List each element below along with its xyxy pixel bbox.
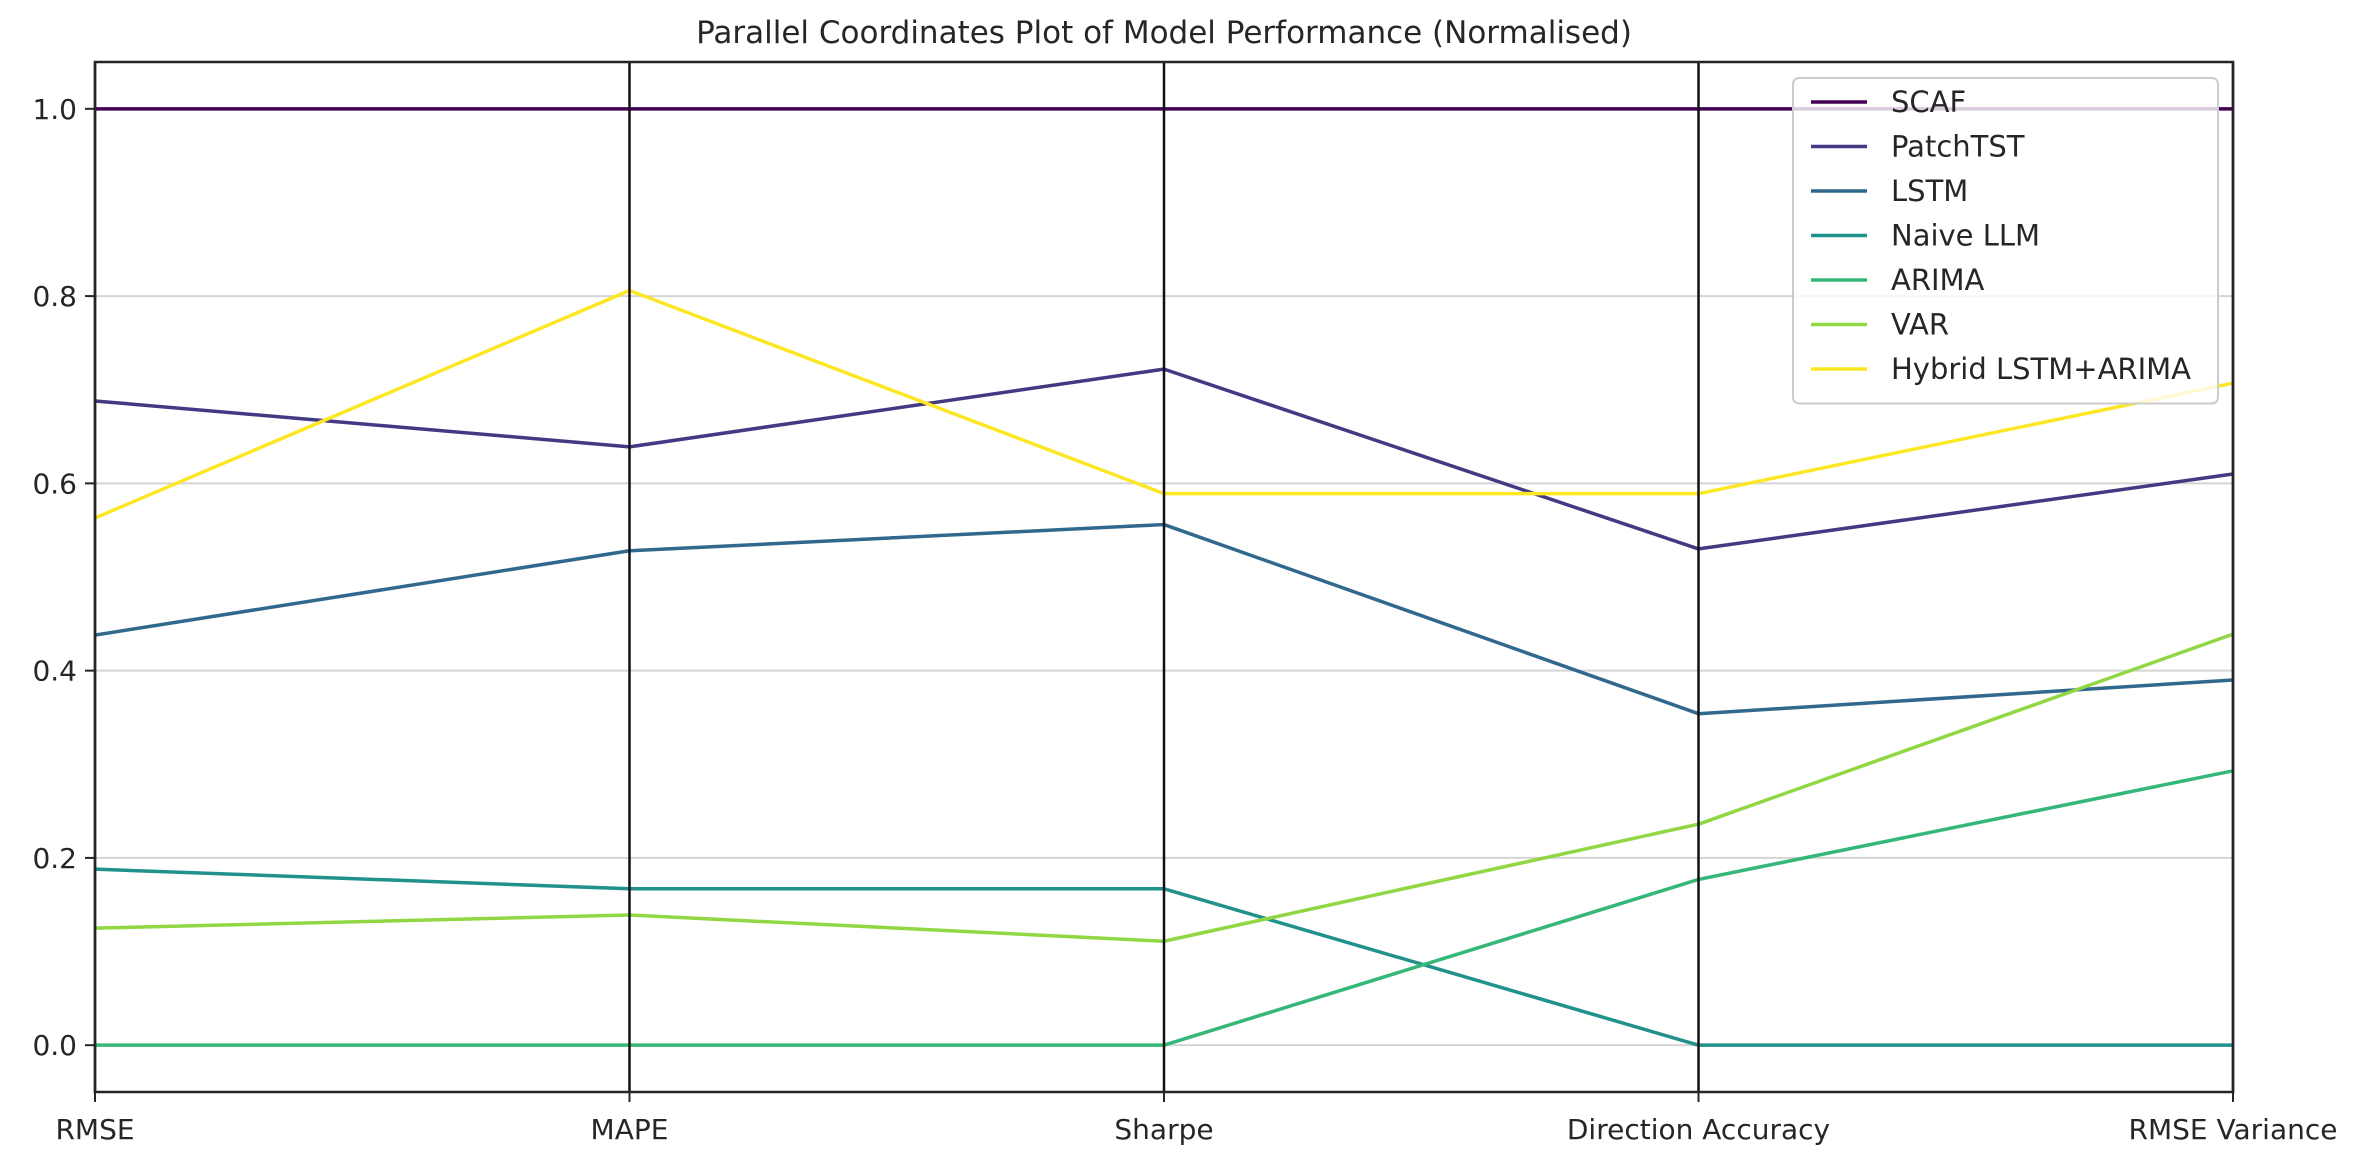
y-tick-label: 0.8 (32, 280, 77, 313)
x-tick-label: MAPE (591, 1113, 669, 1146)
legend-box (1792, 77, 2219, 405)
axis-layer: 0.0 0.2 0.4 0.6 0.8 1.0 RMSE MAPE Sharpe Directio… (32, 60, 2338, 1146)
legend-label: VAR (1891, 308, 1949, 342)
legend-label: Hybrid LSTM+ARIMA (1891, 352, 2191, 386)
legend-label: LSTM (1891, 174, 1968, 208)
x-tick-label: RMSE (55, 1113, 134, 1146)
legend-label: SCAF (1891, 85, 1966, 119)
plot-frame (93, 60, 2235, 1094)
legend: SCAF PatchTST LSTM Naive LLM ARIMA VAR Hybrid … (1792, 77, 2219, 405)
y-tick-label: 0.2 (32, 842, 77, 875)
legend-label: Naive LLM (1891, 219, 2040, 253)
x-tick-label: Sharpe (1114, 1113, 1213, 1146)
y-tick-label: 0.4 (32, 655, 77, 688)
chart-title: Parallel Coordinates Plot of Model Perfo… (696, 15, 1632, 51)
x-tick-label: RMSE Variance (2129, 1113, 2338, 1146)
legend-label: PatchTST (1891, 130, 2025, 164)
y-tick-label: 1.0 (32, 93, 77, 126)
y-tick-label: 0.0 (32, 1029, 77, 1062)
legend-label: ARIMA (1891, 263, 1985, 297)
x-tick-label: Direction Accuracy (1567, 1113, 1830, 1146)
y-tick-label: 0.6 (32, 467, 77, 500)
